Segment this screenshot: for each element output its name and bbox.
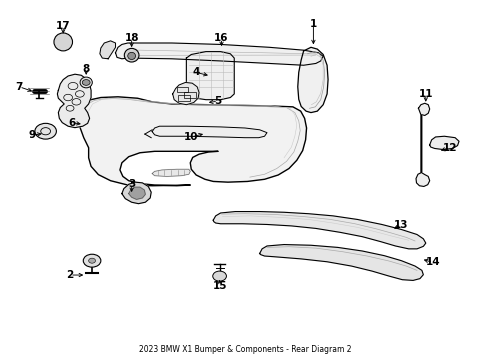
Polygon shape	[186, 51, 234, 100]
Text: 7: 7	[16, 82, 23, 92]
Ellipse shape	[128, 52, 136, 59]
Text: 11: 11	[418, 89, 433, 99]
Bar	[178, 95, 190, 101]
Circle shape	[35, 123, 56, 139]
Text: 2: 2	[67, 270, 74, 280]
Ellipse shape	[54, 33, 73, 51]
Text: 14: 14	[426, 257, 441, 267]
Text: 3: 3	[128, 179, 135, 189]
Polygon shape	[152, 169, 190, 176]
Text: 2023 BMW X1 Bumper & Components - Rear Diagram 2: 2023 BMW X1 Bumper & Components - Rear D…	[139, 345, 351, 354]
Polygon shape	[116, 43, 323, 65]
Polygon shape	[76, 97, 307, 186]
Text: 4: 4	[193, 67, 200, 77]
Text: 8: 8	[83, 64, 90, 74]
Text: 10: 10	[184, 132, 198, 142]
Circle shape	[89, 258, 96, 263]
Text: 5: 5	[215, 96, 222, 106]
Text: 12: 12	[443, 143, 458, 153]
Text: 17: 17	[56, 21, 71, 31]
Text: 13: 13	[394, 220, 409, 230]
Text: 15: 15	[212, 281, 227, 291]
Polygon shape	[298, 47, 328, 113]
Polygon shape	[172, 82, 199, 105]
Text: 16: 16	[214, 33, 229, 43]
Circle shape	[82, 80, 90, 85]
Polygon shape	[416, 103, 430, 186]
Bar	[184, 93, 196, 98]
Text: 1: 1	[310, 19, 317, 29]
Polygon shape	[129, 187, 146, 199]
Polygon shape	[57, 74, 91, 128]
Ellipse shape	[80, 77, 92, 88]
Circle shape	[83, 254, 101, 267]
Polygon shape	[430, 136, 459, 149]
Polygon shape	[100, 41, 116, 59]
Text: 9: 9	[29, 130, 36, 140]
Ellipse shape	[124, 48, 139, 62]
Polygon shape	[152, 126, 267, 138]
Text: 6: 6	[68, 118, 75, 128]
Polygon shape	[260, 244, 423, 280]
Bar	[176, 87, 188, 93]
Circle shape	[213, 271, 226, 281]
Polygon shape	[213, 212, 426, 249]
Text: 18: 18	[124, 33, 139, 43]
Polygon shape	[122, 182, 151, 204]
